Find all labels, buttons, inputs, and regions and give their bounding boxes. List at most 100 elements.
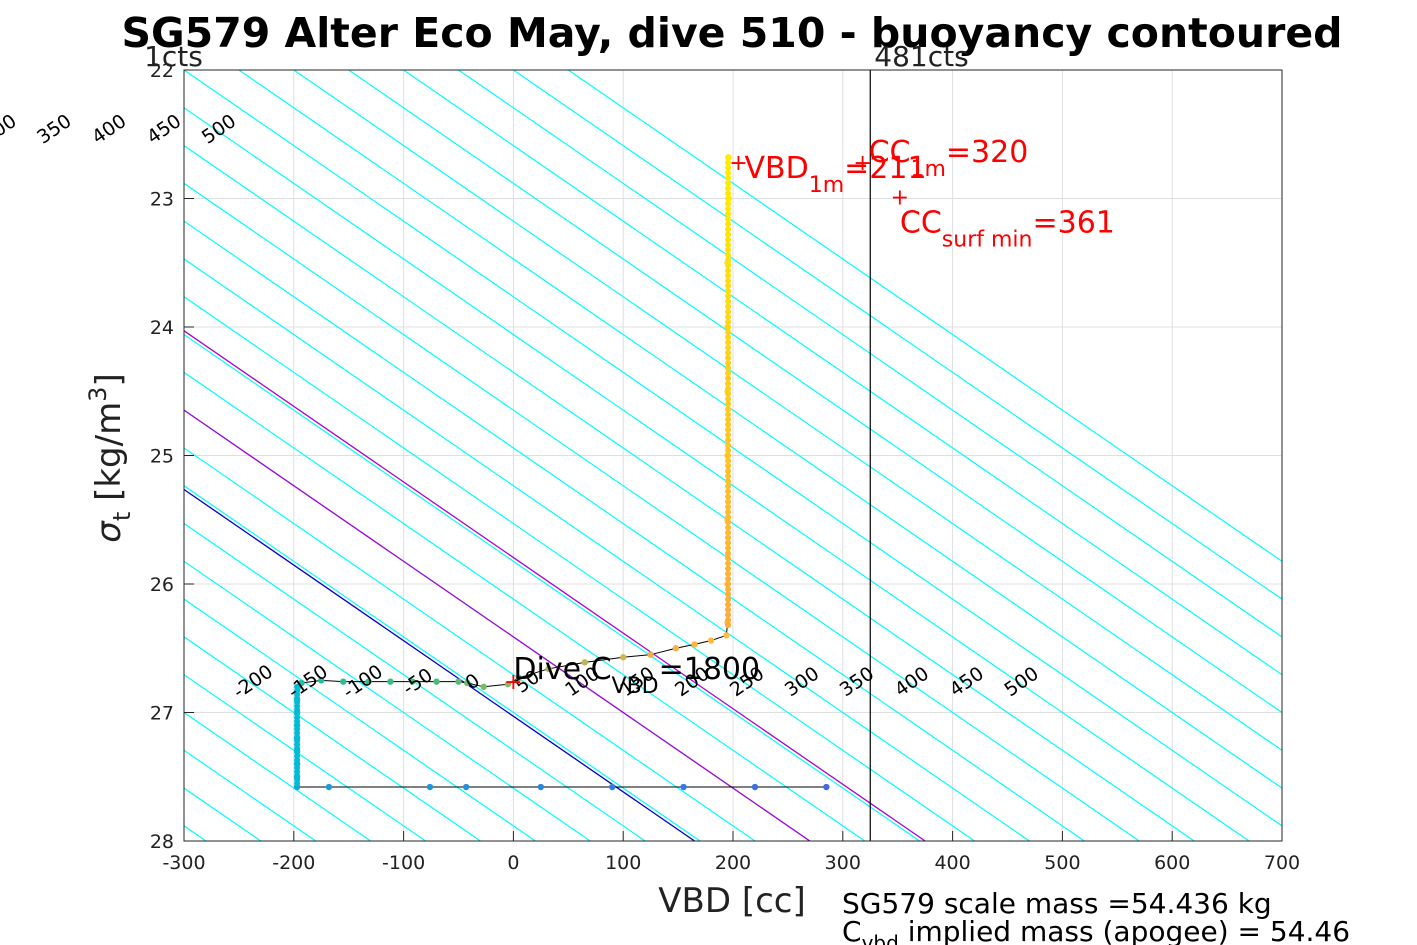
profile-point [707, 637, 715, 644]
marker-plus: + [504, 670, 522, 695]
marker-label: CCsurf min=361 [900, 206, 1115, 253]
profile-point [725, 216, 732, 223]
profile-point [725, 298, 732, 305]
profile-series [293, 154, 830, 791]
x-tick-label: 600 [1154, 852, 1190, 874]
profile-point [725, 406, 732, 413]
count-limit-label: 481cts [874, 40, 968, 73]
profile-point [725, 545, 732, 552]
contour-label: 350 [33, 110, 75, 149]
profile-point [340, 678, 347, 685]
profile-point [725, 616, 732, 623]
contour-line [184, 598, 536, 841]
profile-point [387, 678, 394, 685]
profile-point [691, 641, 698, 648]
profile-point [298, 679, 305, 687]
profile-point [725, 426, 732, 433]
marker-label-main: VBD [744, 151, 808, 186]
contour-line [348, 70, 1282, 714]
profile-point [294, 780, 301, 787]
profile-point [725, 185, 732, 192]
profile-point [725, 529, 732, 536]
profile-point [455, 678, 462, 685]
contour-line [458, 70, 1282, 638]
profile-point [725, 257, 732, 264]
marker-label-value: =320 [946, 135, 1028, 170]
scale-mass-text: SG579 scale mass =54.436 kg [842, 887, 1272, 920]
profile-point [537, 783, 545, 791]
contour-line [184, 560, 591, 841]
contour-line [184, 333, 921, 841]
profile-point [725, 611, 732, 618]
implied-mass-main: C [842, 915, 862, 945]
x-tick-label: 700 [1264, 852, 1300, 874]
profile-point [725, 498, 732, 505]
y-axis-label-sup: 3 [84, 387, 112, 402]
marker-label: CC1m=320 [869, 135, 1029, 182]
profile-point [725, 277, 732, 284]
profile-point [464, 679, 471, 687]
profile-point [725, 586, 732, 593]
profile-point [409, 678, 416, 685]
profile-point [725, 539, 732, 546]
profile-point [725, 534, 732, 541]
profile-point [725, 509, 732, 516]
profile-point [426, 783, 434, 791]
contour-line [238, 70, 1282, 789]
profile-point [725, 200, 732, 207]
profile-point [725, 226, 732, 233]
limit-line [184, 329, 926, 841]
profile-point [647, 651, 654, 658]
profile-point [725, 591, 732, 598]
profile-point [725, 457, 732, 464]
profile-point [725, 308, 732, 315]
marker-plus: + [729, 151, 747, 176]
profile-point [725, 205, 732, 212]
y-tick-label: 23 [150, 189, 174, 211]
profile-point [725, 354, 732, 361]
profile-point [725, 467, 732, 474]
profile-point [725, 524, 732, 531]
y-tick-label: 26 [150, 574, 174, 596]
profile-point [725, 262, 732, 269]
profile-point [609, 783, 616, 791]
count-limit-label: 1cts [144, 40, 203, 73]
y-tick-label: 27 [150, 703, 174, 725]
marker-label-value: =1800 [659, 652, 760, 687]
profile-point [515, 674, 523, 682]
contour-line [184, 636, 481, 841]
profile-point [725, 488, 732, 495]
profile-point [725, 375, 732, 382]
profile-point [725, 174, 732, 181]
profile-point [725, 324, 732, 330]
contour-line [184, 182, 1140, 841]
contour-label: 400 [88, 110, 130, 149]
profile-point [725, 581, 732, 587]
profile-point [725, 246, 732, 253]
marker-label-value: =361 [1032, 206, 1114, 241]
x-tick-label: 500 [1044, 852, 1080, 874]
marker-label-main: CC [900, 206, 942, 241]
y-tick-label: 24 [150, 317, 174, 339]
profile-point [725, 483, 732, 490]
profile-point [504, 681, 512, 688]
contour-line [0, 70, 41, 841]
profile-point [433, 678, 440, 685]
marker-label-sub: 1m [910, 157, 945, 182]
profile-point [725, 293, 732, 300]
profile-point [725, 272, 732, 279]
profile-point [365, 678, 372, 685]
profile-point [725, 442, 732, 449]
profile-point [480, 683, 487, 690]
profile-point [680, 783, 687, 791]
y-axis-label: σt [kg/m3] [84, 373, 136, 542]
marker-label: Dive CVBD=1800 [513, 652, 760, 699]
limit-line [184, 409, 811, 841]
profile-point [725, 437, 732, 444]
profile-point [725, 503, 732, 510]
profile-point [725, 288, 732, 295]
profile-point [725, 210, 732, 217]
contour-line [184, 673, 426, 841]
